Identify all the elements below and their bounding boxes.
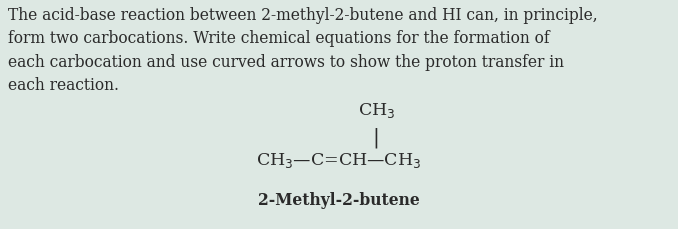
Text: The acid-base reaction between 2-methyl-2-butene and HI can, in principle,
form : The acid-base reaction between 2-methyl-…	[8, 7, 598, 94]
Text: CH$_3$—C=CH—CH$_3$: CH$_3$—C=CH—CH$_3$	[256, 151, 422, 170]
Text: CH$_3$: CH$_3$	[357, 101, 395, 119]
Text: |: |	[373, 127, 380, 148]
Text: 2-Methyl-2-butene: 2-Methyl-2-butene	[258, 191, 420, 208]
